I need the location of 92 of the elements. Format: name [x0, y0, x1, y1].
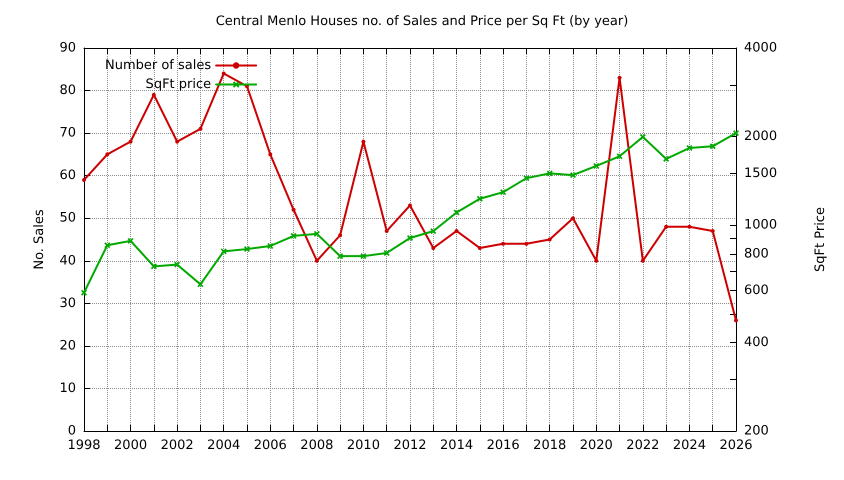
point	[710, 143, 716, 150]
point	[407, 235, 413, 241]
point	[408, 203, 412, 208]
point	[548, 238, 552, 242]
x-tick-label: 2014	[440, 438, 474, 453]
point	[360, 253, 366, 260]
y2-tick-label: 4000	[744, 40, 778, 56]
point	[105, 152, 110, 156]
point	[571, 216, 575, 220]
point	[314, 230, 320, 237]
point	[663, 156, 670, 162]
x-tick-label: 1998	[67, 438, 101, 453]
point	[454, 209, 460, 216]
point	[687, 224, 692, 229]
point	[268, 152, 272, 156]
x-tick-label: 2018	[533, 438, 566, 453]
point	[175, 140, 180, 144]
y2-tick-label: 400	[744, 334, 769, 350]
y2-tick-label: 600	[744, 283, 769, 298]
y-tick-label: 20	[59, 338, 76, 354]
point	[198, 126, 202, 131]
y-tick-label: 70	[59, 126, 76, 141]
x-tick-label: 2020	[580, 438, 613, 453]
point	[220, 248, 227, 254]
x-tick-label: 2008	[300, 438, 334, 453]
point	[174, 262, 180, 268]
y2-tick-label: 800	[744, 246, 769, 262]
x-tick-label: 2006	[254, 438, 287, 453]
point	[616, 153, 623, 160]
point	[501, 242, 506, 246]
point	[128, 238, 134, 244]
point	[361, 140, 366, 144]
y2-tick-label: 200	[744, 424, 769, 438]
point	[430, 228, 436, 234]
point	[733, 130, 739, 136]
point	[431, 246, 436, 250]
point	[523, 175, 530, 182]
point	[82, 178, 86, 182]
y-tick-label: 0	[68, 424, 76, 438]
x-tick-label: 2010	[346, 438, 380, 453]
point	[476, 196, 483, 202]
x-tick-label: 2026	[719, 438, 753, 453]
point	[290, 232, 297, 239]
point	[710, 228, 715, 233]
point	[454, 228, 459, 233]
point	[546, 170, 553, 176]
point	[500, 189, 506, 196]
y-tick-label: 30	[59, 296, 76, 311]
y-tick-label: 40	[59, 253, 76, 268]
y-axis-title: No. Sales	[32, 209, 47, 270]
point	[524, 242, 528, 246]
y-tick-label: 80	[59, 83, 76, 98]
x-tick-label: 2016	[486, 438, 520, 453]
chart-title: Central Menlo Houses no. of Sales and Price per Sq Ft (by year)	[216, 14, 628, 29]
point	[150, 263, 157, 270]
legend-label: SqFt price	[146, 77, 212, 92]
x-tick-label: 2004	[207, 438, 240, 453]
point	[197, 281, 204, 288]
point	[686, 144, 692, 151]
point	[384, 250, 390, 256]
point	[593, 162, 600, 169]
point	[570, 172, 576, 178]
point	[664, 224, 668, 229]
point	[640, 258, 645, 263]
point	[594, 258, 598, 263]
point	[618, 76, 622, 80]
y2-tick-label: 2000	[744, 129, 778, 144]
x-tick-label: 2022	[626, 438, 660, 453]
y-tick-label: 10	[59, 380, 76, 396]
y-tick-label: 60	[59, 168, 76, 184]
x-tick-label: 2012	[393, 438, 427, 453]
point	[640, 134, 646, 140]
y-tick-label: 50	[59, 210, 76, 226]
point	[244, 246, 250, 252]
legend-label: Number of sales	[105, 58, 212, 73]
point	[734, 318, 738, 322]
x-tick-label: 2000	[114, 438, 148, 453]
point	[222, 72, 226, 76]
point	[478, 246, 482, 250]
y-tick-label: 90	[59, 40, 76, 56]
point	[81, 290, 87, 296]
y2-tick-label: 1500	[744, 166, 778, 181]
x-tick-label: 2002	[160, 438, 194, 453]
point	[292, 208, 296, 212]
point	[314, 258, 319, 263]
point	[337, 253, 344, 260]
y2-axis-title: SqFt Price	[813, 207, 828, 272]
x-tick-label: 2024	[672, 438, 706, 453]
point	[338, 233, 342, 238]
point	[104, 242, 110, 248]
y2-tick-label: 1000	[744, 218, 778, 233]
point	[128, 140, 133, 144]
